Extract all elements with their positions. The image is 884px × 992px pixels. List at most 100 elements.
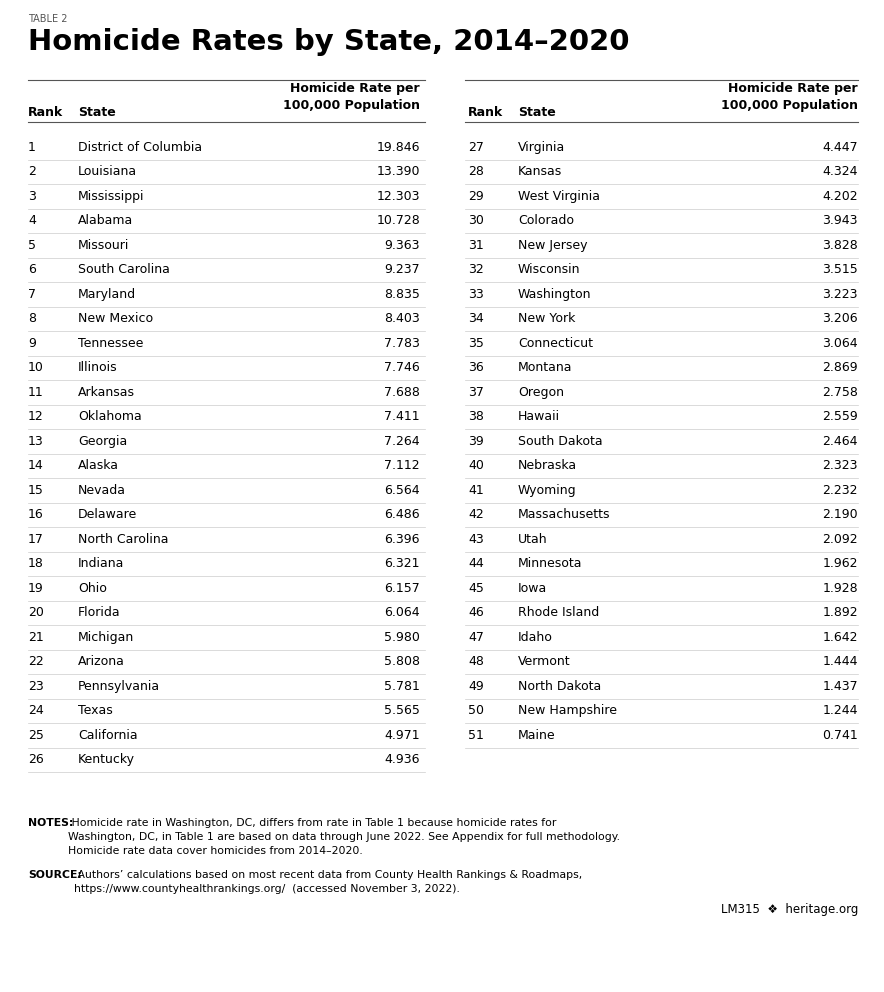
Text: 46: 46 — [468, 606, 484, 619]
Text: NOTES:: NOTES: — [28, 818, 73, 828]
Text: 36: 36 — [468, 361, 484, 374]
Text: 2: 2 — [28, 166, 36, 179]
Text: 9.237: 9.237 — [385, 263, 420, 276]
Text: 3.206: 3.206 — [822, 312, 858, 325]
Text: Michigan: Michigan — [78, 631, 134, 644]
Text: Mississippi: Mississippi — [78, 189, 144, 202]
Text: Missouri: Missouri — [78, 239, 129, 252]
Text: Vermont: Vermont — [518, 656, 571, 669]
Text: 6.157: 6.157 — [385, 581, 420, 595]
Text: 13.390: 13.390 — [377, 166, 420, 179]
Text: Alaska: Alaska — [78, 459, 119, 472]
Text: 33: 33 — [468, 288, 484, 301]
Text: Wisconsin: Wisconsin — [518, 263, 581, 276]
Text: Homicide rate in Washington, DC, differs from rate in Table 1 because homicide r: Homicide rate in Washington, DC, differs… — [68, 818, 620, 856]
Text: Homicide Rate per
100,000 Population: Homicide Rate per 100,000 Population — [283, 82, 420, 111]
Text: 35: 35 — [468, 336, 484, 350]
Text: 7.783: 7.783 — [385, 336, 420, 350]
Text: Texas: Texas — [78, 704, 113, 717]
Text: New Jersey: New Jersey — [518, 239, 588, 252]
Text: 1.244: 1.244 — [822, 704, 858, 717]
Text: 15: 15 — [28, 484, 44, 497]
Text: 0.741: 0.741 — [822, 729, 858, 742]
Text: Florida: Florida — [78, 606, 120, 619]
Text: 43: 43 — [468, 533, 484, 546]
Text: SOURCE:: SOURCE: — [28, 871, 82, 881]
Text: 29: 29 — [468, 189, 484, 202]
Text: 2.869: 2.869 — [822, 361, 858, 374]
Text: 37: 37 — [468, 386, 484, 399]
Text: Illinois: Illinois — [78, 361, 118, 374]
Text: South Carolina: South Carolina — [78, 263, 170, 276]
Text: 27: 27 — [468, 141, 484, 154]
Text: Connecticut: Connecticut — [518, 336, 593, 350]
Text: 10.728: 10.728 — [377, 214, 420, 227]
Text: California: California — [78, 729, 138, 742]
Text: 7.688: 7.688 — [385, 386, 420, 399]
Text: 7.746: 7.746 — [385, 361, 420, 374]
Text: 21: 21 — [28, 631, 43, 644]
Text: New Mexico: New Mexico — [78, 312, 153, 325]
Text: Colorado: Colorado — [518, 214, 574, 227]
Text: 1.642: 1.642 — [822, 631, 858, 644]
Text: 7.112: 7.112 — [385, 459, 420, 472]
Text: 30: 30 — [468, 214, 484, 227]
Text: Alabama: Alabama — [78, 214, 133, 227]
Text: 8: 8 — [28, 312, 36, 325]
Text: State: State — [78, 106, 116, 119]
Text: 2.323: 2.323 — [822, 459, 858, 472]
Text: Ohio: Ohio — [78, 581, 107, 595]
Text: 1.437: 1.437 — [822, 680, 858, 692]
Text: 7: 7 — [28, 288, 36, 301]
Text: 19.846: 19.846 — [377, 141, 420, 154]
Text: Massachusetts: Massachusetts — [518, 508, 611, 521]
Text: Arkansas: Arkansas — [78, 386, 135, 399]
Text: 5.808: 5.808 — [384, 656, 420, 669]
Text: 2.190: 2.190 — [822, 508, 858, 521]
Text: West Virginia: West Virginia — [518, 189, 600, 202]
Text: 39: 39 — [468, 434, 484, 447]
Text: 2.464: 2.464 — [822, 434, 858, 447]
Text: Virginia: Virginia — [518, 141, 565, 154]
Text: 2.758: 2.758 — [822, 386, 858, 399]
Text: Rank: Rank — [28, 106, 64, 119]
Text: Wyoming: Wyoming — [518, 484, 576, 497]
Text: 18: 18 — [28, 558, 44, 570]
Text: 4: 4 — [28, 214, 36, 227]
Text: Louisiana: Louisiana — [78, 166, 137, 179]
Text: 2.232: 2.232 — [822, 484, 858, 497]
Text: 7.411: 7.411 — [385, 411, 420, 424]
Text: 6.321: 6.321 — [385, 558, 420, 570]
Text: 24: 24 — [28, 704, 43, 717]
Text: Minnesota: Minnesota — [518, 558, 583, 570]
Text: 20: 20 — [28, 606, 44, 619]
Text: 40: 40 — [468, 459, 484, 472]
Text: 3.064: 3.064 — [822, 336, 858, 350]
Text: 1.444: 1.444 — [822, 656, 858, 669]
Text: 22: 22 — [28, 656, 43, 669]
Text: 3.828: 3.828 — [822, 239, 858, 252]
Text: 5.980: 5.980 — [385, 631, 420, 644]
Text: 12.303: 12.303 — [377, 189, 420, 202]
Text: Nevada: Nevada — [78, 484, 126, 497]
Text: Arizona: Arizona — [78, 656, 125, 669]
Text: Maine: Maine — [518, 729, 556, 742]
Text: 42: 42 — [468, 508, 484, 521]
Text: 6.564: 6.564 — [385, 484, 420, 497]
Text: 50: 50 — [468, 704, 484, 717]
Text: 19: 19 — [28, 581, 43, 595]
Text: 38: 38 — [468, 411, 484, 424]
Text: 31: 31 — [468, 239, 484, 252]
Text: Idaho: Idaho — [518, 631, 552, 644]
Text: 51: 51 — [468, 729, 484, 742]
Text: 28: 28 — [468, 166, 484, 179]
Text: 4.324: 4.324 — [822, 166, 858, 179]
Text: 12: 12 — [28, 411, 43, 424]
Text: 47: 47 — [468, 631, 484, 644]
Text: 1.928: 1.928 — [822, 581, 858, 595]
Text: 2.559: 2.559 — [822, 411, 858, 424]
Text: 7.264: 7.264 — [385, 434, 420, 447]
Text: Authors’ calculations based on most recent data from County Health Rankings & Ro: Authors’ calculations based on most rece… — [74, 871, 583, 894]
Text: Homicide Rates by State, 2014–2020: Homicide Rates by State, 2014–2020 — [28, 28, 629, 56]
Text: 45: 45 — [468, 581, 484, 595]
